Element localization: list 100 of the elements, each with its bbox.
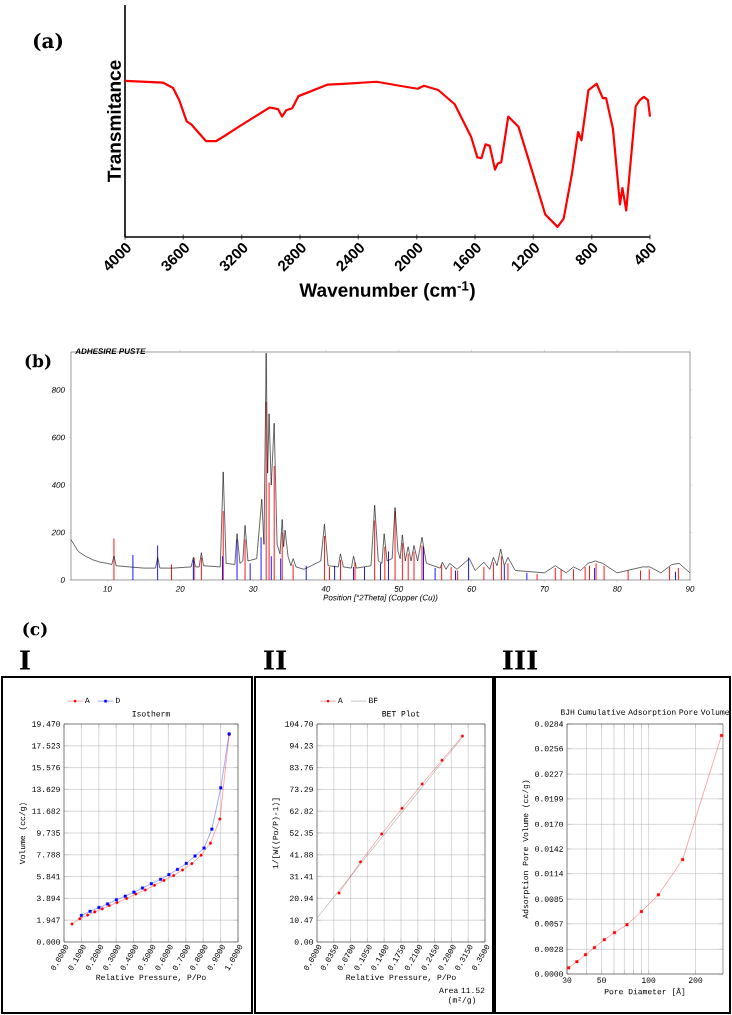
x-axis-title: Position [°2Theta] (Copper (Cu)) <box>323 594 438 603</box>
y-tick-label: 0.0000 <box>535 971 563 977</box>
y-tick-label: 5.841 <box>36 873 61 880</box>
x-tick-label: 400 <box>635 243 656 265</box>
x-tick-label: 90 <box>685 586 695 592</box>
y-tick-label: 0 <box>60 577 65 583</box>
y-axis-title: 1/[W((Po/P)-1)] <box>272 798 280 869</box>
y-tick-label: 0.00 <box>294 939 313 945</box>
point <box>175 867 179 871</box>
point <box>181 868 184 872</box>
x-axis-title: Relative Pressure, P/Po <box>346 974 456 982</box>
point <box>184 861 188 865</box>
y-tick-label: 0.0199 <box>535 796 563 802</box>
y-tick-label: 10.47 <box>290 917 313 923</box>
y-tick-label: 600 <box>52 434 65 441</box>
x-tick-label: 30 <box>562 977 572 983</box>
x-tick-label: 40 <box>321 586 331 592</box>
point <box>153 883 156 887</box>
x-tick-label: 10 <box>103 586 112 592</box>
y-axis-title: Volume (cc/g) <box>19 803 27 865</box>
text: (b) <box>25 354 51 370</box>
chart-title: ADHESIRE PUSTE <box>75 348 146 354</box>
point <box>380 832 384 836</box>
y-tick-label: 3.894 <box>36 895 61 902</box>
y-tick-label: 0.0227 <box>535 771 563 777</box>
y-tick-label: 83.76 <box>289 764 313 771</box>
y-tick-label: 20.94 <box>290 895 314 902</box>
point <box>337 891 341 895</box>
y-tick-label: 13.629 <box>32 786 60 793</box>
y-axis-title: Transmitance <box>107 60 121 183</box>
text: Area 11.52 (m²/g) <box>439 987 485 1005</box>
y-tick-label: 15.576 <box>32 764 60 771</box>
point <box>400 806 404 810</box>
point <box>219 786 223 790</box>
y-tick-label: 41.88 <box>289 852 313 858</box>
text: I <box>20 650 30 670</box>
legend-label: A <box>84 697 90 704</box>
y-tick-label: 0.0057 <box>535 921 563 927</box>
x-tick-label: 60 <box>467 586 476 592</box>
point <box>78 917 82 921</box>
point <box>199 853 203 857</box>
point <box>70 922 74 926</box>
x-tick-label: 200 <box>688 977 703 983</box>
y-tick-label: 0.0085 <box>535 896 563 902</box>
y-tick-label: 0.0114 <box>535 870 564 877</box>
point <box>190 862 194 866</box>
point <box>149 882 153 886</box>
x-tick-label: 50 <box>394 586 404 592</box>
y-tick-label: 0.0170 <box>535 821 563 828</box>
legend-label: A <box>337 697 343 704</box>
x-tick-label: 80 <box>612 586 622 592</box>
y-tick-label: 9.735 <box>37 830 60 836</box>
y-tick-label: 73.29 <box>290 786 313 793</box>
point <box>210 827 214 831</box>
point <box>209 841 212 845</box>
point <box>218 817 222 821</box>
text: II <box>264 650 286 670</box>
x-axis-title: Wavenumber (cm$^{-1}$) <box>299 281 475 301</box>
y-tick-label: 0.000 <box>36 939 60 945</box>
y-tick-label: 0.0142 <box>535 846 563 852</box>
y-tick-label: 62.82 <box>290 808 313 814</box>
x-tick-label: 100 <box>641 977 656 983</box>
x-tick-label: 70 <box>540 586 549 592</box>
point <box>202 846 206 850</box>
y-tick-label: 104.70 <box>285 721 313 727</box>
point <box>79 913 83 917</box>
x-axis-title: Relative Pressure, P/Po <box>96 974 206 982</box>
y-tick-label: 800 <box>51 387 65 393</box>
point <box>359 860 363 864</box>
text: (a) <box>33 32 63 52</box>
y-tick-label: 31.41 <box>289 873 314 880</box>
text: (c) <box>23 622 47 638</box>
point <box>86 913 90 917</box>
text: III <box>502 650 538 670</box>
y-tick-label: 94.23 <box>290 743 313 749</box>
y-tick-label: 1.947 <box>37 917 60 923</box>
y-tick-label: 11.682 <box>32 808 60 814</box>
y-axis-title: Adsorption Pore Volume (cc/g) <box>522 780 530 919</box>
chart-title: BJH Cumulative Adsorption Pore Volume <box>561 709 729 717</box>
point <box>88 909 92 913</box>
legend-label: BF <box>369 697 378 704</box>
chart-title: Isotherm <box>132 710 170 717</box>
point <box>172 874 176 877</box>
point <box>167 873 171 877</box>
y-tick-label: 0.0256 <box>535 745 563 752</box>
x-axis-title: Pore Diameter [Å] <box>604 987 685 996</box>
point <box>440 758 444 762</box>
x-tick-label: 30 <box>248 586 258 592</box>
y-tick-label: 0.0028 <box>535 946 563 953</box>
y-tick-label: 17.523 <box>32 743 60 749</box>
point <box>193 854 197 858</box>
y-tick-label: 7.788 <box>37 852 60 858</box>
y-tick-label: 19.470 <box>32 721 60 727</box>
point <box>93 910 97 914</box>
point <box>460 734 464 738</box>
chart-title: BET Plot <box>382 710 420 717</box>
x-tick-label: 50 <box>597 977 606 983</box>
point <box>420 782 424 786</box>
y-tick-label: 52.35 <box>289 830 313 836</box>
y-tick-label: 400 <box>51 482 65 488</box>
